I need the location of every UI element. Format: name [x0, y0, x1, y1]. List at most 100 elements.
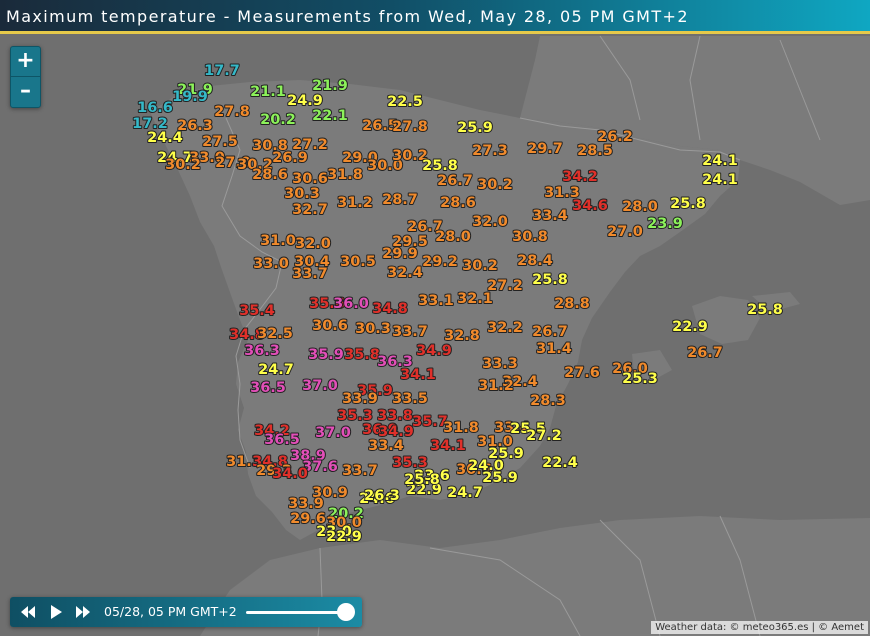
- station-temperature[interactable]: 28.7: [381, 191, 419, 209]
- station-temperature[interactable]: 20.2: [259, 111, 297, 129]
- station-temperature[interactable]: 22.9: [405, 481, 443, 499]
- station-temperature[interactable]: 34.2: [561, 168, 599, 186]
- station-temperature[interactable]: 23.6: [413, 467, 451, 485]
- station-temperature[interactable]: 21.1: [249, 83, 287, 101]
- station-temperature[interactable]: 26.7: [436, 172, 474, 190]
- station-temperature[interactable]: 34.2: [253, 422, 291, 440]
- station-temperature[interactable]: 36.5: [263, 431, 301, 449]
- station-temperature[interactable]: 33.9: [287, 495, 325, 513]
- station-temperature[interactable]: 24.0: [467, 457, 505, 475]
- station-temperature[interactable]: 30.3: [354, 320, 392, 338]
- station-temperature[interactable]: 25.3: [621, 370, 659, 388]
- station-temperature[interactable]: 26.7: [531, 323, 569, 341]
- station-temperature[interactable]: 35.9: [356, 382, 394, 400]
- station-temperature[interactable]: 25.8: [669, 195, 707, 213]
- station-temperature[interactable]: 30.2: [391, 147, 429, 165]
- station-temperature[interactable]: 28.8: [553, 295, 591, 313]
- station-temperature[interactable]: 29.7: [526, 140, 564, 158]
- station-temperature[interactable]: 35.9: [307, 346, 345, 364]
- station-temperature[interactable]: 25.8: [403, 471, 441, 489]
- station-temperature[interactable]: 28.0: [621, 198, 659, 216]
- station-temperature[interactable]: 34.8: [228, 326, 266, 344]
- station-temperature[interactable]: 31.0: [476, 433, 514, 451]
- station-temperature[interactable]: 28.5: [576, 142, 614, 160]
- station-temperature[interactable]: 33.7: [391, 323, 429, 341]
- station-temperature[interactable]: 37.6: [301, 458, 339, 476]
- zoom-out-button[interactable]: –: [20, 78, 31, 103]
- station-temperature[interactable]: 30.6: [455, 461, 493, 479]
- station-temperature[interactable]: 33.7: [291, 265, 329, 283]
- station-temperature[interactable]: 30.2: [476, 176, 514, 194]
- station-temperature[interactable]: 33.8: [376, 407, 414, 425]
- station-temperature[interactable]: 32.5: [256, 325, 294, 343]
- station-temperature[interactable]: 32.1: [456, 290, 494, 308]
- station-temperature[interactable]: 33.0: [188, 149, 226, 167]
- station-temperature[interactable]: 35.6: [308, 295, 346, 313]
- station-temperature[interactable]: 32.0: [294, 235, 332, 253]
- station-temperature[interactable]: 34.6: [571, 197, 609, 215]
- station-temperature[interactable]: 30.2: [236, 156, 274, 174]
- station-temperature[interactable]: 30.4: [293, 253, 331, 271]
- station-temperature[interactable]: 35.4: [238, 302, 276, 320]
- station-temperature[interactable]: 32.4: [501, 373, 539, 391]
- station-temperature[interactable]: 30.8: [251, 137, 289, 155]
- station-temperature[interactable]: 31.2: [336, 194, 374, 212]
- station-temperature[interactable]: 36.3: [376, 353, 414, 371]
- time-slider-handle[interactable]: [337, 603, 355, 621]
- station-temperature[interactable]: 36.9: [361, 421, 399, 439]
- station-temperature[interactable]: 22.4: [541, 454, 579, 472]
- station-temperature[interactable]: 26.0: [611, 360, 649, 378]
- station-temperature[interactable]: 21.9: [311, 77, 349, 95]
- rewind-icon[interactable]: [19, 603, 37, 621]
- station-temperature[interactable]: 29.6: [289, 510, 327, 528]
- station-temperature[interactable]: 28.4: [516, 252, 554, 270]
- station-temperature[interactable]: 20.2: [327, 505, 365, 523]
- station-temperature[interactable]: 33.4: [531, 207, 569, 225]
- station-temperature[interactable]: 29.3: [255, 462, 293, 480]
- station-temperature[interactable]: 28.6: [251, 166, 289, 184]
- station-temperature[interactable]: 24.7: [257, 361, 295, 379]
- time-slider-track[interactable]: [246, 611, 346, 614]
- station-temperature[interactable]: 26.3: [176, 117, 214, 135]
- station-temperature[interactable]: 26.7: [406, 218, 444, 236]
- station-temperature[interactable]: 26.2: [596, 128, 634, 146]
- station-temperature[interactable]: 30.2: [164, 156, 202, 174]
- station-temperature[interactable]: 24.1: [701, 152, 739, 170]
- station-temperature[interactable]: 17.7: [203, 62, 241, 80]
- station-temperature[interactable]: 31.8: [326, 166, 364, 184]
- station-temperature[interactable]: 32.0: [471, 213, 509, 231]
- station-temperature[interactable]: 27.0: [214, 154, 252, 172]
- station-temperature[interactable]: 34.8: [371, 300, 409, 318]
- station-temperature[interactable]: 24.4: [146, 129, 184, 147]
- station-temperature[interactable]: 34.1: [429, 437, 467, 455]
- station-temperature[interactable]: 21.9: [176, 81, 214, 99]
- station-temperature[interactable]: 33.1: [417, 292, 455, 310]
- station-temperature[interactable]: 26.9: [271, 149, 309, 167]
- station-temperature[interactable]: 30.6: [291, 170, 329, 188]
- station-temperature[interactable]: 28.0: [434, 228, 472, 246]
- station-temperature[interactable]: 30.8: [511, 228, 549, 246]
- station-temperature[interactable]: 28.6: [439, 194, 477, 212]
- station-temperature[interactable]: 27.6: [563, 364, 601, 382]
- station-temperature[interactable]: 33.4: [493, 419, 531, 437]
- station-temperature[interactable]: 22.9: [671, 318, 709, 336]
- station-temperature[interactable]: 32.8: [443, 327, 481, 345]
- station-temperature[interactable]: 33.9: [341, 390, 379, 408]
- station-temperature[interactable]: 25.5: [509, 420, 547, 438]
- station-temperature[interactable]: 25.8: [421, 157, 459, 175]
- station-temperature[interactable]: 26.7: [686, 344, 724, 362]
- fast-forward-icon[interactable]: [74, 603, 92, 621]
- station-temperature[interactable]: 35.3: [391, 454, 429, 472]
- station-temperature[interactable]: 32.4: [386, 264, 424, 282]
- station-temperature[interactable]: 31.3: [225, 453, 263, 471]
- station-temperature[interactable]: 22.5: [386, 93, 424, 111]
- station-temperature[interactable]: 35.8: [343, 346, 381, 364]
- station-temperature[interactable]: 29.2: [421, 253, 459, 271]
- play-icon[interactable]: [47, 603, 65, 621]
- station-temperature[interactable]: 27.0: [606, 223, 644, 241]
- station-temperature[interactable]: 24.1: [701, 171, 739, 189]
- station-temperature[interactable]: 30.3: [283, 185, 321, 203]
- station-temperature[interactable]: 24.7: [446, 484, 484, 502]
- station-temperature[interactable]: 30.2: [461, 257, 499, 275]
